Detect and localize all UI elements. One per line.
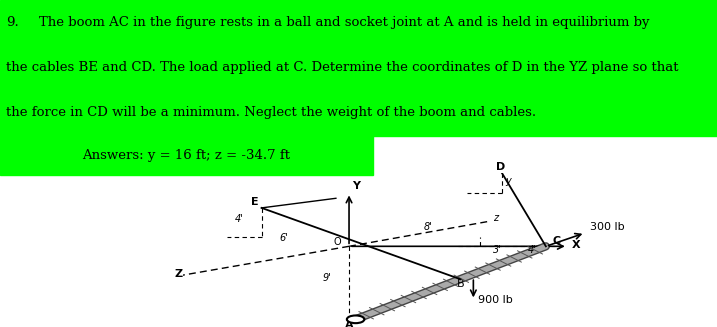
Text: 4': 4' xyxy=(528,245,537,255)
Text: Z: Z xyxy=(174,269,182,279)
Text: Y: Y xyxy=(353,181,361,191)
Bar xyxy=(0,136,373,175)
Text: 6': 6' xyxy=(279,232,288,243)
Text: 3': 3' xyxy=(493,245,502,255)
Text: X: X xyxy=(572,240,581,250)
Text: 9': 9' xyxy=(323,273,331,283)
Text: z: z xyxy=(493,213,498,223)
Text: 8': 8' xyxy=(423,222,432,232)
Text: 4': 4' xyxy=(235,214,244,224)
Text: C: C xyxy=(552,236,561,246)
Text: D: D xyxy=(495,163,505,172)
Text: 900 lb: 900 lb xyxy=(478,295,513,305)
Text: 300 lb: 300 lb xyxy=(589,222,625,232)
Text: the force in CD will be a minimum. Neglect the weight of the boom and cables.: the force in CD will be a minimum. Negle… xyxy=(6,106,536,119)
Text: Answers: y = 16 ft; z = -34.7 ft: Answers: y = 16 ft; z = -34.7 ft xyxy=(82,149,290,162)
Circle shape xyxy=(347,316,364,323)
Text: y: y xyxy=(505,176,511,186)
Text: The boom AC in the figure rests in a ball and socket joint at A and is held in e: The boom AC in the figure rests in a bal… xyxy=(39,16,650,29)
Text: the cables BE and CD. The load applied at C. Determine the coordinates of D in t: the cables BE and CD. The load applied a… xyxy=(6,61,678,74)
Text: 9.: 9. xyxy=(6,16,19,29)
Text: A: A xyxy=(345,320,353,327)
Text: O: O xyxy=(333,237,341,247)
Text: E: E xyxy=(251,197,258,207)
Text: B: B xyxy=(457,279,464,289)
